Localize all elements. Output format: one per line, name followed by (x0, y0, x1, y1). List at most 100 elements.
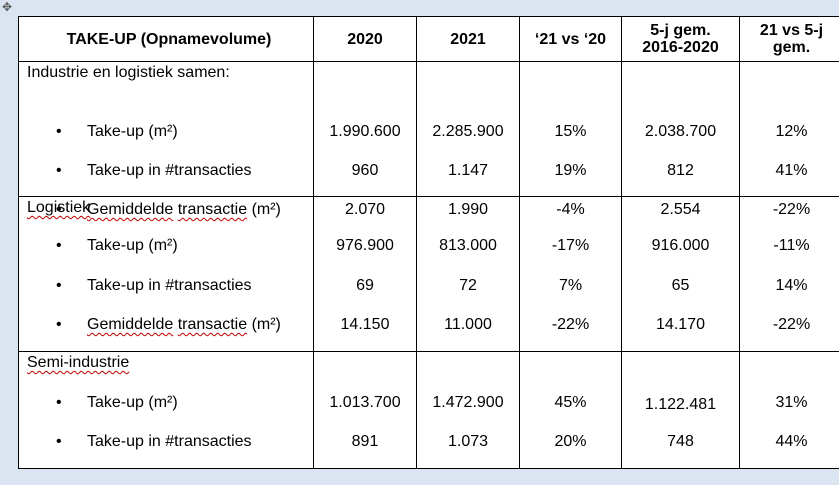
value-vsavg: 31% (775, 394, 808, 411)
section-industrie-logistiek-2021: 2.285.900 1.147 1.990 (417, 62, 520, 218)
value-2020: 2.070 (344, 201, 386, 218)
value-2021: 1.472.900 (432, 394, 504, 411)
value-2021: 1.147 (447, 162, 489, 179)
bullet-icon: • (56, 237, 62, 254)
section-industrie-logistiek-diff: 15% 19% -4% (520, 62, 622, 218)
row-label-part: Gemiddelde (87, 316, 174, 333)
section-semi-industrie-2021: 1.472.900 1.073 (417, 352, 520, 469)
value-diff: 15% (554, 123, 587, 140)
section-semi-industrie-avg: 1.122.481 748 (622, 352, 740, 469)
value-avg: 1.122.481 (644, 396, 717, 413)
value-2021: 1.073 (447, 433, 489, 450)
header-21-vs-20-text: ‘21 vs ‘20 (534, 30, 607, 48)
value-diff: 45% (554, 394, 587, 411)
section-industrie-logistiek-avg: 2.038.700 812 2.554 (622, 62, 740, 218)
row-label: Gemiddelde transactie (m²) (87, 201, 281, 219)
value-2020: 69 (356, 277, 374, 294)
value-vsavg: -22% (772, 316, 811, 333)
header-take-up-text: TAKE-UP (Opnamevolume) (66, 30, 272, 48)
value-vsavg: -11% (773, 237, 810, 254)
section-title-text: Logistiek (27, 199, 91, 216)
section-logistiek-2020: 976.900 69 14.150 (314, 197, 417, 352)
section-industrie-logistiek-2020: 1.990.600 960 2.070 (314, 62, 417, 218)
section-industrie-logistiek-labels: Industrie en logistiek samen: • Take-up … (19, 62, 314, 218)
section-industrie-logistiek-vsavg: 12% 41% -22% (740, 62, 839, 218)
header-21-vs-20: ‘21 vs ‘20 (520, 17, 622, 62)
value-2020: 976.900 (336, 237, 394, 254)
bullet-icon: • (56, 201, 62, 218)
value-2021: 72 (459, 277, 477, 294)
header-21-vs-5j-line2: gem. (772, 39, 811, 56)
value-avg: 2.554 (660, 201, 701, 218)
table-move-handle-icon[interactable]: ✥ (1, 0, 13, 14)
value-vsavg: 41% (775, 162, 808, 179)
section-logistiek-vsavg: -11% 14% -22% (740, 197, 839, 352)
value-diff: -17% (551, 237, 590, 254)
row-label-part: (m²) (251, 316, 281, 333)
value-diff: -22% (551, 316, 590, 333)
row-label: Take-up in #transacties (87, 277, 252, 294)
header-2021-text: 2021 (450, 30, 486, 48)
row-label: Take-up in #transacties (87, 162, 252, 179)
value-avg: 14.170 (656, 316, 705, 333)
value-2021: 11.000 (444, 316, 492, 333)
value-2020: 960 (351, 162, 379, 179)
section-logistiek-labels: Logistiek • Take-up (m²) • Take-up in #t… (19, 197, 314, 352)
section-semi-industrie-2020: 1.013.700 891 (314, 352, 417, 469)
header-2020: 2020 (314, 17, 417, 62)
section-title: Semi-industrie (27, 354, 129, 372)
row-label: Take-up in #transacties (87, 433, 252, 450)
bullet-icon: • (56, 394, 62, 411)
section-title: Logistiek (27, 199, 90, 217)
row-label: Take-up (m²) (87, 394, 178, 411)
value-2020: 891 (351, 433, 379, 450)
value-diff: 19% (554, 162, 587, 179)
bullet-icon: • (56, 123, 62, 140)
row-label: Gemiddelde transactie (m²) (87, 316, 281, 334)
value-avg: 748 (667, 433, 694, 450)
section-semi-industrie-labels: Semi-industrie • Take-up (m²) • Take-up … (19, 352, 314, 469)
value-vsavg: -22% (772, 201, 811, 218)
take-up-table: TAKE-UP (Opnamevolume) 2020 2021 ‘21 vs … (18, 16, 839, 469)
bullet-icon: • (56, 277, 62, 294)
section-logistiek-diff: -17% 7% -22% (520, 197, 622, 352)
row-label: Take-up (m²) (87, 123, 178, 140)
section-semi-industrie-vsavg: 31% 44% (740, 352, 839, 469)
value-vsavg: 14% (775, 277, 808, 294)
value-2020: 1.990.600 (329, 123, 401, 140)
section-logistiek-avg: 916.000 65 14.170 (622, 197, 740, 352)
row-label-part: (m²) (251, 201, 281, 218)
header-5j-gem-line2: 2016-2020 (642, 39, 719, 56)
header-take-up: TAKE-UP (Opnamevolume) (19, 17, 314, 62)
value-2021: 2.285.900 (432, 123, 504, 140)
value-vsavg: 44% (775, 433, 808, 450)
section-title: Industrie en logistiek samen: (27, 64, 230, 81)
value-2021: 813.000 (439, 237, 497, 254)
value-avg: 916.000 (651, 237, 710, 254)
row-label-part: Gemiddelde (87, 201, 174, 218)
header-5j-gem-line1: 5-j gem. (650, 22, 711, 39)
section-semi-industrie-diff: 45% 20% (520, 352, 622, 469)
header-21-vs-5j-line1: 21 vs 5-j (759, 22, 824, 39)
value-avg: 812 (667, 162, 694, 179)
bullet-icon: • (56, 433, 62, 450)
header-2021: 2021 (417, 17, 520, 62)
section-logistiek-2021: 813.000 72 11.000 (417, 197, 520, 352)
row-label: Take-up (m²) (87, 237, 178, 254)
bullet-icon: • (56, 316, 62, 333)
value-avg: 2.038.700 (644, 123, 717, 140)
value-diff: 7% (558, 277, 583, 294)
value-2020: 1.013.700 (329, 394, 401, 411)
value-2021: 1.990 (447, 201, 489, 218)
value-avg: 65 (671, 277, 690, 294)
value-diff: -4% (556, 201, 585, 218)
value-2020: 14.150 (340, 316, 390, 333)
value-diff: 20% (554, 433, 587, 450)
row-label-part: transactie (177, 201, 248, 218)
header-21-vs-5j: 21 vs 5-j gem. (740, 17, 839, 62)
header-5j-gem: 5-j gem. 2016-2020 (622, 17, 740, 62)
row-label-part: transactie (177, 316, 248, 333)
bullet-icon: • (56, 162, 62, 179)
header-2020-text: 2020 (347, 30, 383, 48)
section-title-text: Semi-industrie (27, 354, 130, 371)
